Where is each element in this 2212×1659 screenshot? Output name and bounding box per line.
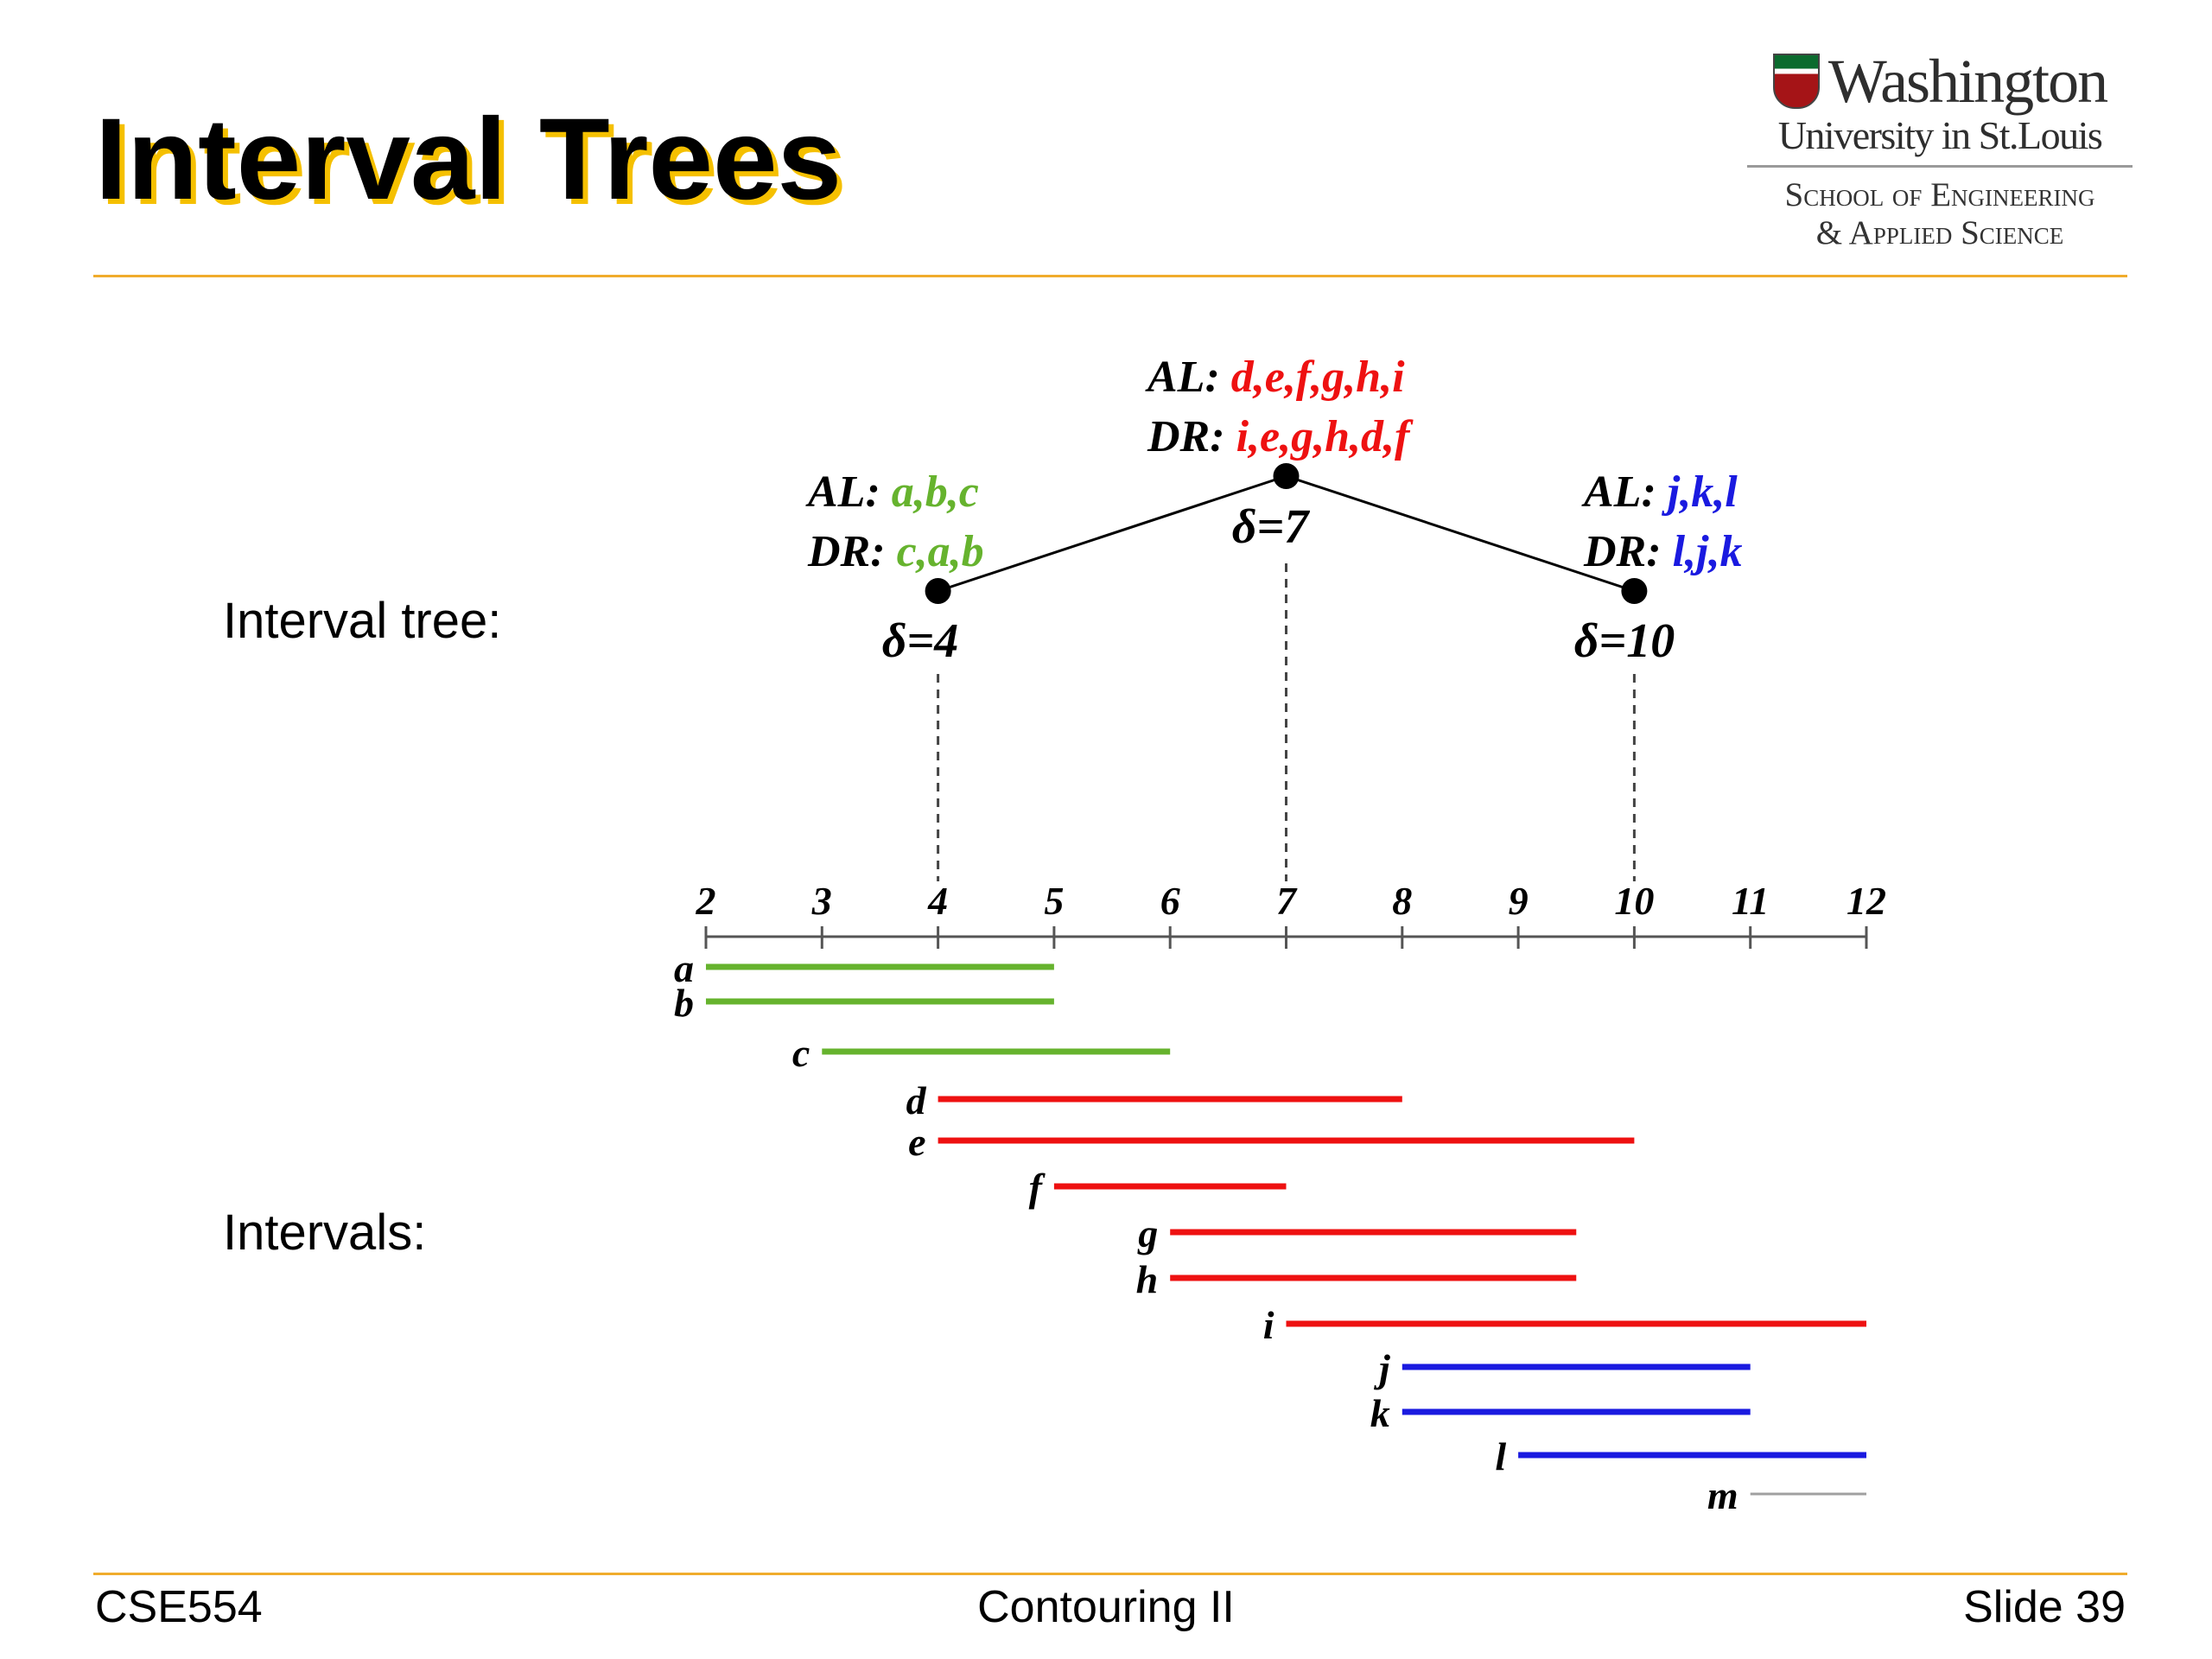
al-prefix: AL:: [1145, 353, 1231, 402]
interval-label-h: h: [1136, 1257, 1159, 1301]
intervals-label: Intervals:: [223, 1205, 427, 1261]
tree-node-root: [1273, 463, 1300, 489]
node-al-text: AL: j,k,l: [1581, 467, 1738, 517]
axis-tick-label: 9: [1509, 879, 1529, 923]
interval-label-a: a: [674, 946, 694, 990]
dr-prefix: DR:: [1583, 527, 1673, 576]
tree-edge: [938, 474, 1287, 593]
axis-tick-label: 11: [1732, 879, 1769, 923]
node-delta-label: δ=7: [1232, 500, 1311, 554]
footer-course: CSE554: [95, 1582, 263, 1632]
dr-list: l,j,k: [1673, 527, 1743, 576]
interval-label-c: c: [792, 1031, 810, 1075]
node-dr-text: DR: i,e,g,h,d,f: [1147, 412, 1414, 461]
al-list: d,e,f,g,h,i: [1231, 353, 1405, 402]
interval-label-k: k: [1370, 1391, 1390, 1435]
slide-title: Interval Trees: [95, 95, 842, 224]
interval-tree-label: Interval tree:: [223, 593, 502, 649]
university-logo: Washington University in St.Louis School…: [1737, 50, 2143, 257]
interval-label-e: e: [908, 1120, 925, 1164]
node-delta-label: δ=4: [882, 614, 959, 668]
axis-tick-label: 6: [1160, 879, 1180, 923]
footer-slide-number: Slide 39: [1963, 1582, 2126, 1632]
interval-label-i: i: [1263, 1303, 1274, 1347]
al-list: a,b,c: [892, 467, 979, 517]
header-rule: [93, 275, 2127, 277]
logo-line-1: Washington: [1827, 47, 2108, 116]
logo-divider: [1747, 164, 2133, 168]
dr-prefix: DR:: [807, 527, 897, 576]
logo-top-row: Washington: [1737, 50, 2143, 112]
footer-topic: Contouring II: [977, 1582, 1235, 1632]
axis-tick-label: 3: [811, 879, 832, 923]
node-dr-text: DR: l,j,k: [1583, 527, 1742, 576]
axis-tick-label: 4: [927, 879, 948, 923]
axis-tick-label: 7: [1276, 879, 1298, 923]
interval-label-g: g: [1137, 1211, 1158, 1255]
interval-label-b: b: [674, 981, 694, 1025]
logo-line-2: University in St.Louis: [1777, 113, 2103, 157]
interval-label-m: m: [1707, 1473, 1738, 1517]
logo-line-4: & Applied Science: [1815, 214, 2064, 252]
interval-label-d: d: [906, 1078, 927, 1122]
al-prefix: AL:: [1581, 467, 1668, 517]
al-list: j,k,l: [1662, 467, 1738, 517]
shield-icon: [1772, 54, 1820, 109]
interval-label-l: l: [1495, 1434, 1506, 1478]
node-al-text: AL: a,b,c: [805, 467, 979, 517]
dr-list: i,e,g,h,d,f: [1236, 412, 1414, 461]
axis-tick-label: 2: [696, 879, 716, 923]
tree-node-right: [1621, 578, 1648, 604]
logo-line-3: School of Engineering: [1784, 175, 2095, 213]
axis-tick-label: 5: [1044, 879, 1064, 923]
axis-tick-label: 12: [1847, 879, 1886, 923]
interval-label-j: j: [1373, 1346, 1390, 1390]
al-prefix: AL:: [805, 467, 892, 517]
node-dr-text: DR: c,a,b: [807, 527, 984, 576]
dr-list: c,a,b: [897, 527, 984, 576]
axis-tick-label: 10: [1614, 879, 1654, 923]
axis-tick-label: 8: [1392, 879, 1412, 923]
node-al-text: AL: d,e,f,g,h,i: [1145, 353, 1405, 402]
tree-edge: [1286, 474, 1635, 593]
footer-rule: [93, 1573, 2127, 1575]
interval-label-f: f: [1029, 1166, 1046, 1210]
dr-prefix: DR:: [1147, 412, 1236, 461]
tree-node-left: [925, 578, 951, 604]
node-delta-label: δ=10: [1574, 614, 1675, 668]
